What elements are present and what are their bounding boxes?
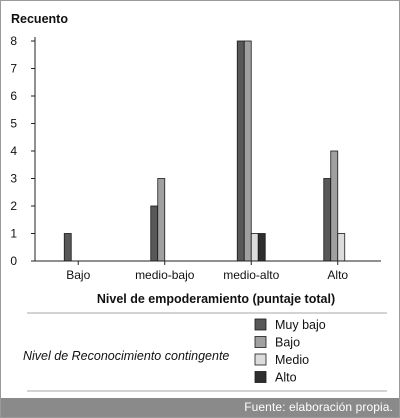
bars bbox=[63, 40, 346, 262]
legend: Nivel de Reconocimiento contingente Muy … bbox=[23, 312, 387, 392]
y-tick-label: 1 bbox=[10, 227, 17, 241]
y-axis-title: Recuento bbox=[11, 12, 68, 26]
y-tick-label: 6 bbox=[10, 89, 17, 103]
y-tick-label: 2 bbox=[10, 199, 17, 213]
legend-swatch-muy-bajo bbox=[254, 318, 267, 331]
bar-alto-medio bbox=[337, 233, 346, 262]
x-axis-title: Nivel de empoderamiento (puntaje total) bbox=[97, 292, 335, 306]
legend-swatch-alto bbox=[254, 371, 267, 383]
legend-label-alto: Alto bbox=[275, 371, 297, 385]
axes bbox=[34, 37, 381, 262]
bar-bajo-muy-bajo bbox=[63, 233, 72, 262]
legend-label-medio: Medio bbox=[275, 353, 309, 367]
legend-label-muy-bajo: Muy bajo bbox=[275, 318, 326, 332]
bar-medio-alto-alto bbox=[257, 233, 266, 262]
bar-medio-alto-bajo bbox=[243, 40, 252, 262]
bar-medio-bajo-bajo bbox=[157, 178, 166, 262]
y-tick-label: 0 bbox=[10, 254, 17, 268]
x-tick-label: medio-bajo bbox=[135, 268, 195, 282]
x-axis-ticks: Bajo medio-bajo medio-alto Alto bbox=[66, 261, 348, 282]
y-tick-label: 4 bbox=[10, 144, 17, 158]
bar-alto-muy-bajo bbox=[323, 178, 332, 262]
bar-medio-bajo-muy-bajo bbox=[150, 205, 159, 262]
legend-items: Muy bajo Bajo Medio Alto bbox=[254, 318, 326, 385]
legend-label-bajo: Bajo bbox=[275, 336, 300, 350]
legend-swatch-bajo bbox=[254, 336, 267, 348]
y-tick-label: 5 bbox=[10, 117, 17, 131]
footer-bar: Fuente: elaboración propia. bbox=[1, 398, 399, 417]
x-tick-label: Bajo bbox=[66, 268, 90, 282]
x-tick-label: Alto bbox=[327, 268, 348, 282]
source-note: Fuente: elaboración propia. bbox=[244, 400, 393, 414]
legend-swatch-medio bbox=[254, 353, 267, 366]
y-tick-label: 7 bbox=[10, 62, 17, 76]
y-tick-label: 8 bbox=[10, 34, 17, 48]
bar-medio-alto-muy-bajo bbox=[236, 40, 245, 262]
bar-medio-alto-medio bbox=[250, 233, 259, 262]
x-tick-label: medio-alto bbox=[223, 268, 279, 282]
bar-alto-bajo bbox=[330, 150, 339, 262]
legend-title: Nivel de Reconocimiento contingente bbox=[23, 349, 229, 363]
grouped-bar-chart: Recuento 0 1 2 3 4 5 6 7 8 Bajo medio-bajo medio-a… bbox=[10, 12, 387, 392]
y-axis-ticks: 0 1 2 3 4 5 6 7 8 bbox=[10, 34, 35, 268]
y-tick-label: 3 bbox=[10, 172, 17, 186]
